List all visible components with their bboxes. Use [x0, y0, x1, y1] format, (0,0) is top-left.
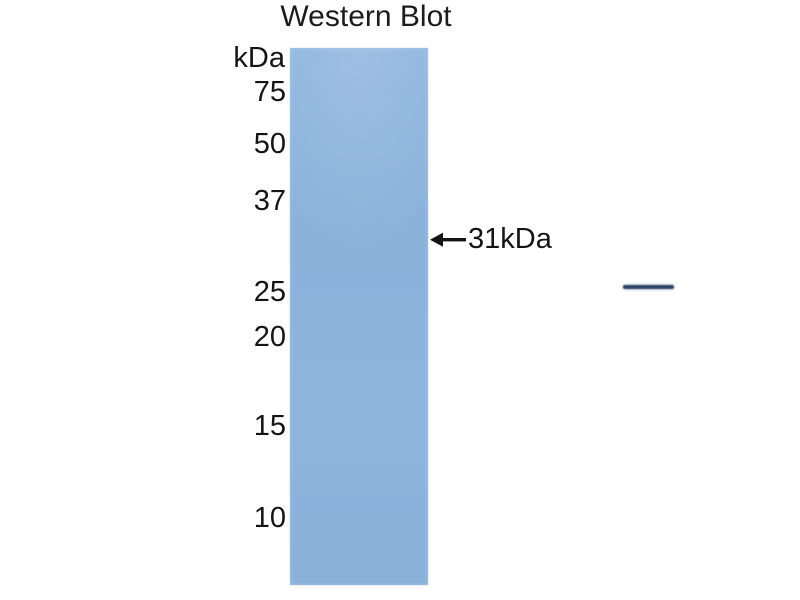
- ladder-marker-37: 37: [253, 185, 286, 217]
- arrow-left-icon: [430, 232, 466, 247]
- ladder-marker-25: 25: [253, 276, 286, 308]
- band-annotation: 31kDa: [430, 225, 552, 254]
- molecular-weight-ladder: kDa 75 50 37 25 20 15 10: [200, 0, 286, 600]
- ladder-marker-10: 10: [253, 502, 286, 534]
- ladder-marker-15: 15: [253, 410, 286, 442]
- protein-band: [623, 285, 674, 289]
- ladder-marker-75: 75: [253, 76, 286, 108]
- ladder-marker-50: 50: [253, 128, 286, 160]
- ladder-unit-label: kDa: [233, 42, 285, 74]
- ladder-marker-20: 20: [253, 321, 286, 353]
- gel-lane: [290, 48, 674, 585]
- page-title: Western Blot: [280, 0, 452, 33]
- band-annotation-label: 31kDa: [468, 223, 552, 255]
